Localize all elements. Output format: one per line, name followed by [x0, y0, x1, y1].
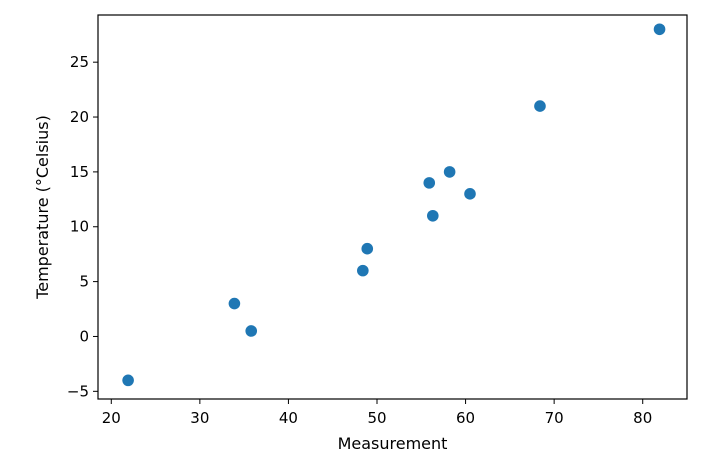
x-tick-label: 40 — [279, 409, 298, 427]
y-tick-label: 10 — [70, 218, 89, 236]
y-axis-label: Temperature (°Celsius) — [33, 115, 52, 300]
data-point — [423, 177, 436, 189]
x-tick-label: 30 — [190, 409, 209, 427]
plot-frame — [97, 14, 688, 400]
y-tick-label: 5 — [79, 273, 89, 291]
y-tick-label: 25 — [70, 53, 89, 71]
data-point — [443, 166, 456, 178]
x-tick-label: 20 — [102, 409, 121, 427]
data-point — [427, 209, 439, 222]
data-point — [245, 325, 258, 337]
y-tick-label: 15 — [70, 163, 89, 181]
y-tick-label: −5 — [67, 382, 89, 400]
data-points — [122, 23, 666, 387]
x-tick-label: 80 — [633, 409, 652, 427]
y-axis-ticks: −5 0 5 10 15 20 25 — [67, 53, 98, 400]
data-point — [534, 100, 546, 112]
x-tick-label: 60 — [456, 409, 475, 427]
data-point — [357, 264, 369, 277]
x-axis-ticks: 20 30 40 50 60 70 80 — [102, 399, 652, 427]
plot-area — [98, 15, 687, 399]
data-point — [122, 374, 134, 387]
data-point — [464, 188, 476, 200]
x-tick-label: 50 — [367, 409, 386, 427]
y-tick-label: 20 — [70, 108, 89, 126]
x-axis-label: Measurement — [338, 434, 448, 453]
data-point — [653, 23, 666, 36]
data-point — [228, 297, 241, 310]
x-tick-label: 70 — [545, 409, 564, 427]
data-point — [361, 242, 374, 255]
y-tick-label: 0 — [79, 327, 89, 345]
